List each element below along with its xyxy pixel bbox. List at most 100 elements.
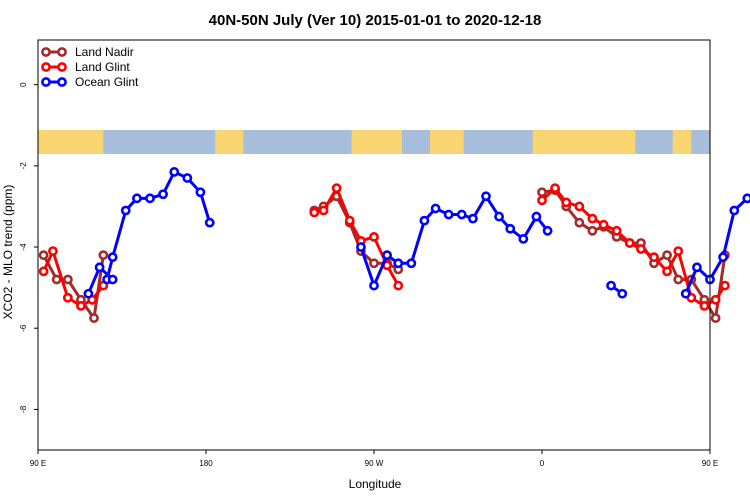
series-line	[105, 170, 212, 280]
map-land	[430, 130, 464, 154]
data-point	[406, 258, 417, 269]
data-point	[145, 193, 155, 204]
data-point	[550, 183, 560, 194]
map-land	[532, 130, 636, 154]
data-point	[718, 252, 728, 263]
data-point	[182, 173, 193, 183]
data-point	[120, 205, 131, 216]
plot-frame	[37, 39, 711, 451]
data-point	[89, 313, 99, 323]
data-point	[169, 167, 180, 177]
data-point	[649, 252, 659, 263]
data-point	[195, 187, 206, 198]
data-point	[419, 215, 430, 226]
legend-item: Land Glint	[41, 60, 130, 74]
map-land	[351, 130, 402, 154]
series-line	[540, 186, 727, 308]
data-point	[531, 211, 542, 222]
data-point	[673, 246, 684, 256]
legend-marker	[41, 77, 51, 87]
data-point	[662, 250, 672, 261]
data-point	[331, 183, 342, 194]
legend-marker	[41, 62, 51, 72]
data-point	[662, 266, 672, 277]
data-point	[636, 244, 646, 254]
data-point	[344, 215, 355, 226]
data-point	[494, 211, 504, 222]
x-tick-label: 0	[540, 459, 545, 468]
data-point	[574, 201, 585, 212]
data-point	[611, 225, 622, 236]
data-point	[673, 274, 684, 285]
world-map-strip	[38, 130, 710, 154]
data-point	[542, 225, 553, 236]
data-point	[443, 209, 454, 220]
data-point	[38, 266, 49, 277]
legend-label: Land Nadir	[75, 45, 134, 59]
data-point	[48, 246, 58, 256]
map-land	[672, 130, 692, 154]
y-tick-label: 0	[19, 82, 28, 87]
data-point	[710, 294, 721, 305]
data-point	[606, 280, 616, 291]
data-point	[38, 250, 49, 261]
data-point	[382, 250, 392, 261]
x-tick-label: 90 E	[30, 459, 46, 468]
chart-title: 40N-50N July (Ver 10) 2015-01-01 to 2020…	[209, 12, 542, 29]
data-point	[692, 262, 702, 273]
data-point	[468, 213, 478, 224]
y-tick-label: -4	[19, 243, 28, 251]
data-point	[518, 234, 529, 244]
data-point	[617, 288, 628, 299]
data-point	[369, 231, 379, 242]
data-point	[107, 252, 118, 263]
data-point	[318, 205, 329, 216]
data-point	[742, 193, 750, 204]
legend-label: Land Glint	[75, 60, 130, 74]
data-point	[62, 292, 73, 303]
data-point	[76, 300, 86, 311]
y-tick-label: -8	[19, 405, 28, 413]
data-point	[309, 207, 320, 218]
data-point	[561, 197, 572, 208]
data-point	[505, 223, 516, 234]
axes: 90 E 180 90 W 0 90 E 0 -2 -4 -6 -8	[19, 82, 718, 468]
series-line	[541, 188, 727, 320]
y-axis-label: XCO2 - MLO trend (ppm)	[1, 185, 15, 320]
data-point	[356, 242, 366, 252]
x-axis-label: Longitude	[349, 477, 402, 491]
data-point	[204, 217, 215, 228]
data-point	[537, 195, 547, 206]
data-point	[481, 191, 491, 202]
data-point	[699, 300, 710, 311]
series-layer	[38, 167, 750, 323]
series-ocean-glint	[83, 167, 750, 299]
legend-label: Ocean Glint	[75, 75, 139, 89]
data-point	[158, 189, 168, 200]
series-line	[359, 194, 549, 288]
data-point	[710, 313, 721, 323]
data-point	[393, 280, 404, 291]
legend-marker	[57, 62, 67, 72]
map-land	[215, 130, 244, 154]
data-point	[587, 225, 598, 236]
data-point	[720, 280, 730, 291]
x-tick-label: 90 W	[365, 459, 384, 468]
legend-marker	[57, 47, 67, 57]
data-point	[537, 187, 547, 198]
legend-item: Ocean Glint	[41, 75, 139, 89]
data-point	[393, 258, 404, 269]
legend-marker	[41, 47, 51, 57]
y-tick-label: -6	[19, 324, 28, 332]
map-land	[38, 130, 104, 154]
data-point	[51, 274, 62, 285]
data-point	[680, 288, 691, 299]
data-point	[107, 274, 118, 285]
data-point	[456, 209, 467, 220]
x-tick-label: 90 E	[702, 459, 718, 468]
data-point	[574, 217, 585, 228]
data-point	[369, 258, 379, 269]
data-point	[83, 288, 94, 299]
